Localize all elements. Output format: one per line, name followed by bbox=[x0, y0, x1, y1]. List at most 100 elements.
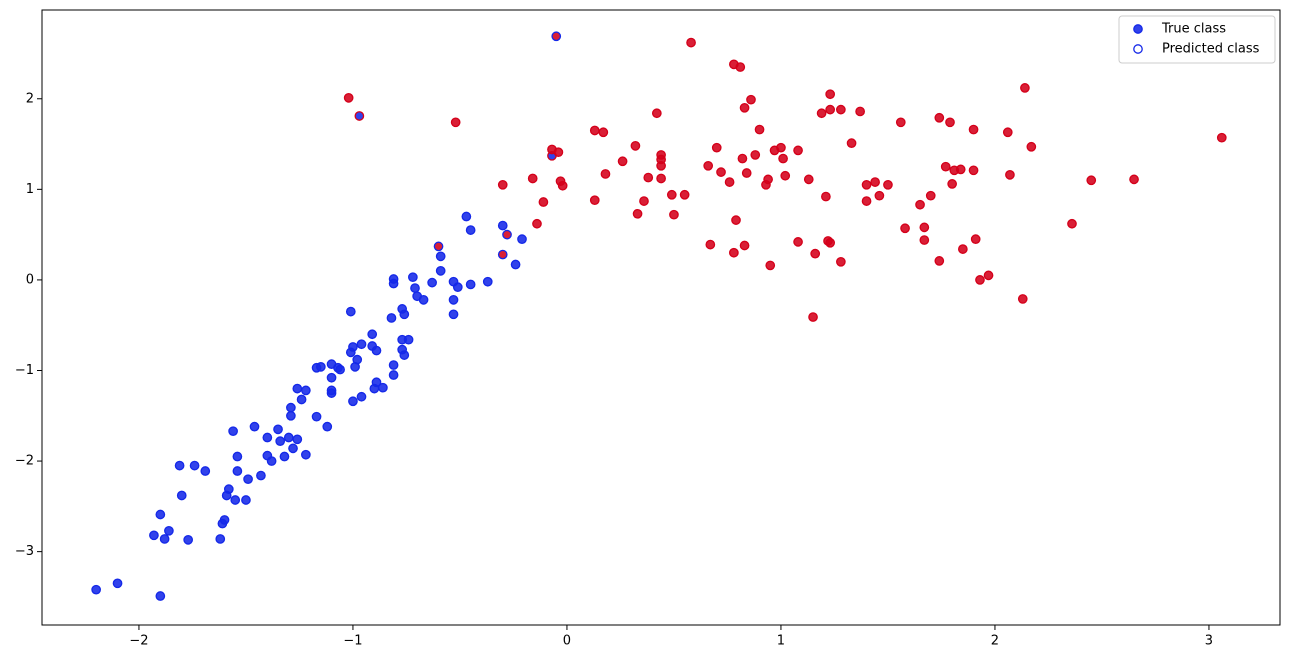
data-point bbox=[448, 294, 459, 305]
data-point bbox=[388, 274, 399, 284]
data-point bbox=[816, 108, 827, 119]
data-point bbox=[286, 402, 296, 413]
data-point bbox=[452, 282, 463, 293]
data-point bbox=[91, 584, 101, 595]
legend-label: Predicted class bbox=[1162, 42, 1260, 57]
data-point bbox=[656, 150, 666, 160]
data-point bbox=[836, 104, 846, 115]
data-point bbox=[388, 360, 399, 370]
data-point bbox=[326, 385, 337, 396]
data-point bbox=[200, 466, 211, 476]
x-tick-label: 0 bbox=[563, 634, 571, 649]
data-point bbox=[703, 160, 714, 171]
data-point bbox=[803, 174, 814, 185]
data-point bbox=[825, 104, 836, 115]
data-point bbox=[174, 460, 185, 471]
data-point bbox=[1002, 127, 1013, 138]
data-point bbox=[1020, 83, 1030, 93]
data-point bbox=[497, 220, 508, 231]
data-point bbox=[322, 421, 333, 432]
data-point bbox=[356, 339, 367, 350]
data-point bbox=[934, 256, 945, 266]
y-tick-label: −2 bbox=[15, 454, 34, 469]
data-point bbox=[266, 456, 277, 466]
data-point bbox=[739, 240, 750, 251]
data-point bbox=[427, 277, 437, 288]
data-point bbox=[399, 350, 410, 360]
data-point bbox=[955, 164, 966, 175]
data-point bbox=[656, 173, 666, 184]
data-point bbox=[112, 578, 123, 589]
data-point bbox=[639, 196, 649, 206]
data-point bbox=[1216, 132, 1227, 143]
data-point bbox=[589, 125, 600, 136]
data-point bbox=[934, 112, 945, 123]
legend-box bbox=[1118, 15, 1276, 64]
legend-marker bbox=[1133, 24, 1143, 34]
data-point bbox=[731, 215, 741, 225]
data-point bbox=[223, 484, 234, 494]
data-point bbox=[435, 251, 446, 262]
data-point bbox=[465, 225, 476, 235]
x-tick-label: 1 bbox=[777, 634, 785, 649]
data-point bbox=[957, 244, 968, 254]
data-point bbox=[386, 313, 397, 323]
x-tick-label: −1 bbox=[343, 634, 362, 649]
data-point bbox=[482, 276, 493, 287]
data-point bbox=[232, 451, 243, 462]
data-point bbox=[765, 260, 776, 271]
data-point bbox=[189, 460, 200, 471]
data-point bbox=[968, 165, 979, 176]
data-point bbox=[735, 62, 746, 72]
data-point bbox=[502, 229, 512, 240]
data-point bbox=[527, 173, 538, 184]
data-point bbox=[292, 434, 303, 445]
data-point bbox=[632, 208, 643, 219]
data-point bbox=[895, 117, 906, 128]
data-point bbox=[283, 432, 294, 443]
data-point bbox=[345, 306, 356, 317]
data-point bbox=[343, 93, 354, 103]
data-point bbox=[292, 383, 303, 394]
legend-marker bbox=[1133, 44, 1143, 54]
data-point bbox=[617, 156, 628, 167]
data-point bbox=[367, 329, 378, 340]
data-point bbox=[780, 170, 791, 181]
data-point bbox=[666, 189, 677, 200]
data-point bbox=[1086, 175, 1097, 186]
plot-frame bbox=[41, 9, 1281, 626]
data-point bbox=[947, 179, 957, 189]
y-tick-label: −1 bbox=[15, 363, 34, 378]
data-point bbox=[970, 234, 981, 245]
data-point bbox=[651, 108, 662, 119]
data-point bbox=[418, 294, 429, 305]
data-point bbox=[538, 197, 549, 207]
data-point bbox=[705, 239, 716, 250]
data-point bbox=[256, 470, 266, 481]
data-point bbox=[737, 153, 748, 164]
data-point bbox=[836, 256, 846, 267]
data-point bbox=[870, 177, 880, 187]
data-point bbox=[553, 147, 564, 158]
data-point bbox=[348, 396, 358, 407]
data-point bbox=[517, 234, 527, 245]
data-point bbox=[388, 370, 399, 380]
data-point bbox=[433, 241, 444, 252]
data-point bbox=[155, 591, 166, 601]
data-point bbox=[273, 424, 283, 435]
data-point bbox=[311, 411, 322, 422]
data-point bbox=[945, 117, 955, 128]
data-point bbox=[900, 223, 910, 234]
data-point bbox=[230, 495, 241, 505]
data-point bbox=[630, 141, 641, 151]
data-point bbox=[262, 432, 273, 443]
y-tick-label: 2 bbox=[26, 91, 34, 106]
data-point bbox=[352, 354, 363, 365]
data-point bbox=[598, 127, 609, 138]
data-point bbox=[461, 211, 472, 222]
data-point bbox=[825, 237, 836, 248]
data-point bbox=[724, 177, 735, 187]
data-point bbox=[763, 174, 773, 185]
data-point bbox=[778, 153, 788, 164]
